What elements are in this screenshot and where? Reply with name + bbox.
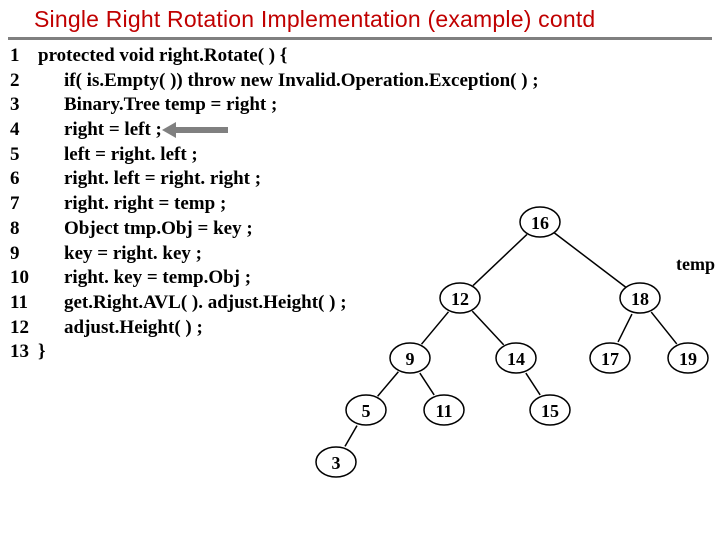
tree-node: 9 [390,343,430,373]
tree-node-label: 18 [631,289,649,309]
line-number: 13 [10,340,38,365]
tree-edge [618,314,632,342]
tree-node: 12 [440,283,480,313]
tree-node-label: 5 [362,401,371,421]
line-number: 1 [10,44,38,69]
code-text: right. right = temp ; [38,192,226,217]
tree-node-label: 3 [332,453,341,473]
code-line: 5left = right. left ; [10,143,720,168]
tree-edge [472,311,503,345]
tree-edge [473,234,527,285]
code-text: key = right. key ; [38,242,202,267]
code-text: left = right. left ; [38,143,198,168]
line-number: 11 [10,291,38,316]
tree-edge [526,373,540,395]
tree-node-label: 17 [601,349,619,369]
pointer-arrow-icon [160,121,230,139]
tree-edge [420,373,434,395]
code-text: Object tmp.Obj = key ; [38,217,253,242]
code-line: 4right = left ; [10,118,720,143]
code-text: right. key = temp.Obj ; [38,266,251,291]
temp-label: temp [676,254,715,274]
tree-node-label: 9 [406,349,415,369]
tree-node: 14 [496,343,536,373]
line-number: 12 [10,316,38,341]
page-title: Single Right Rotation Implementation (ex… [0,0,720,37]
line-number: 3 [10,93,38,118]
tree-node-label: 14 [507,349,525,369]
code-text: Binary.Tree temp = right ; [38,93,277,118]
line-number: 6 [10,167,38,192]
line-number: 10 [10,266,38,291]
code-text: if( is.Empty( )) throw new Invalid.Opera… [38,69,539,94]
tree-node-label: 16 [531,213,549,233]
tree-node-label: 19 [679,349,697,369]
tree-edge [378,372,399,397]
tree-node: 3 [316,447,356,477]
tree-node: 11 [424,395,464,425]
tree-node-label: 15 [541,401,559,421]
line-number: 5 [10,143,38,168]
line-number: 7 [10,192,38,217]
line-number: 8 [10,217,38,242]
code-line: 6right. left = right. right ; [10,167,720,192]
tree-edge [345,426,357,447]
code-text: adjust.Height( ) ; [38,316,203,341]
code-line: 3Binary.Tree temp = right ; [10,93,720,118]
code-line: 2if( is.Empty( )) throw new Invalid.Oper… [10,69,720,94]
tree-node: 15 [530,395,570,425]
code-text: right = left ; [38,118,162,143]
tree-node: 5 [346,395,386,425]
code-text: } [38,340,46,365]
tree-edge [554,233,625,287]
tree-diagram: 16 12 18 9 14 17 19 5 11 15 3 temp [300,190,720,490]
tree-node-label: 12 [451,289,469,309]
tree-node: 19 [668,343,708,373]
line-number: 2 [10,69,38,94]
tree-node: 17 [590,343,630,373]
code-line: 1protected void right.Rotate( ) { [10,44,720,69]
tree-edge [651,312,677,344]
tree-edge [422,312,449,344]
code-text: protected void right.Rotate( ) { [38,44,287,69]
line-number: 9 [10,242,38,267]
line-number: 4 [10,118,38,143]
tree-node: 16 [520,207,560,237]
tree-node-label: 11 [435,401,452,421]
tree-node: 18 [620,283,660,313]
code-text: right. left = right. right ; [38,167,261,192]
